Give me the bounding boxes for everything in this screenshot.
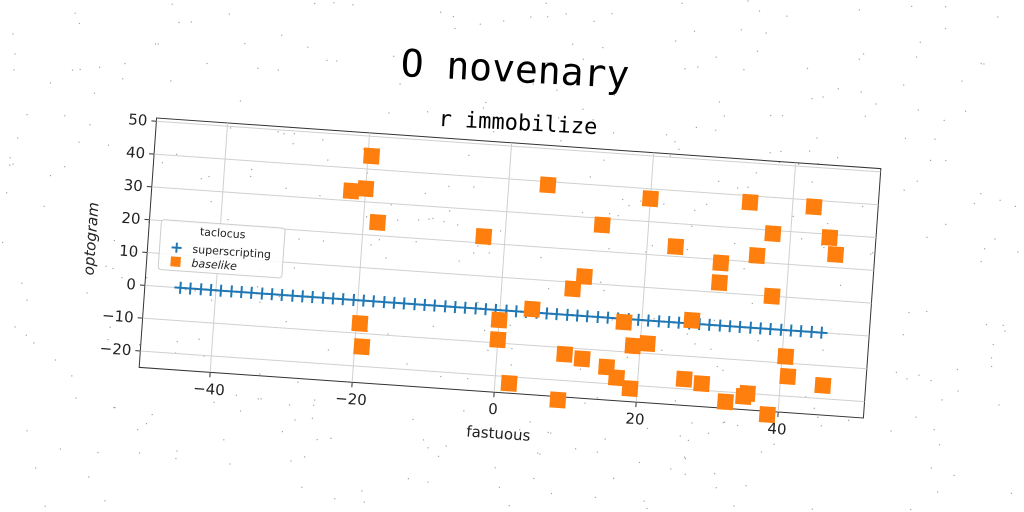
data-point-superscripting <box>245 286 258 299</box>
data-point-superscripting <box>184 282 197 295</box>
data-point-baselike <box>683 311 701 329</box>
data-point-superscripting <box>428 299 441 312</box>
data-point-baselike <box>490 311 508 329</box>
data-point-baselike <box>716 393 734 411</box>
data-point-baselike <box>564 280 582 298</box>
data-point-superscripting <box>336 293 350 306</box>
y-tick-label: −20 <box>99 339 132 359</box>
x-tick-label: 0 <box>488 400 499 419</box>
y-tick-label: 50 <box>128 110 148 129</box>
data-point-superscripting <box>275 288 288 301</box>
data-point-baselike <box>667 238 685 256</box>
data-point-baselike <box>675 370 693 388</box>
data-point-baselike <box>607 369 626 387</box>
data-point-baselike <box>549 391 567 409</box>
data-point-baselike <box>710 274 728 292</box>
data-point-baselike <box>523 300 541 318</box>
chart-title: O novenary <box>400 41 631 97</box>
data-point-baselike <box>805 198 823 216</box>
data-point-baselike <box>814 376 832 395</box>
y-axis-label: optogram <box>79 202 102 276</box>
data-point-superscripting <box>214 284 227 297</box>
data-point-baselike <box>489 331 507 349</box>
data-point-baselike <box>351 314 369 332</box>
data-point-superscripting <box>581 310 594 323</box>
data-point-baselike <box>353 338 371 356</box>
data-point-baselike <box>779 367 797 385</box>
data-point-superscripting <box>550 308 563 321</box>
data-point-baselike <box>539 176 557 194</box>
legend-label-superscripting: superscripting <box>192 243 271 261</box>
data-point-baselike <box>712 254 730 272</box>
data-point-baselike <box>777 347 795 366</box>
data-point-superscripting <box>398 297 411 310</box>
data-point-superscripting <box>703 318 716 331</box>
axes-frame <box>138 117 882 419</box>
data-point-baselike <box>621 379 639 398</box>
data-point-baselike <box>748 247 766 265</box>
legend-label-baselike: baselike <box>191 257 237 273</box>
data-point-superscripting <box>815 326 828 339</box>
grid-line-y <box>151 186 877 239</box>
legend: taclocus superscripting baselike <box>157 219 286 279</box>
y-tick-label: −10 <box>101 306 134 326</box>
grid-line-x <box>493 142 513 393</box>
data-point-baselike <box>624 337 642 355</box>
data-point-baselike <box>363 147 381 165</box>
x-axis-label: fastuous <box>466 422 531 444</box>
data-point-baselike <box>741 193 759 211</box>
y-axis-ticks: −20 −10 0 10 20 30 40 50 <box>99 110 157 359</box>
legend-marker-superscripting <box>171 242 182 253</box>
data-point-baselike <box>764 225 782 243</box>
legend-box <box>157 219 286 279</box>
y-tick-label: 30 <box>123 176 143 195</box>
x-tick-label: −20 <box>335 389 368 409</box>
data-point-baselike <box>641 190 659 208</box>
data-point-superscripting <box>672 316 685 329</box>
data-point-superscripting <box>306 290 319 304</box>
plot-area: −40 −20 0 20 40 −20 −10 0 10 20 30 40 50 fastuous o… <box>79 110 882 445</box>
data-point-baselike <box>593 216 611 234</box>
y-tick-label: 20 <box>121 209 141 228</box>
data-point-baselike <box>500 374 518 392</box>
data-point-baselike <box>556 345 574 363</box>
x-tick-label: 20 <box>625 409 645 428</box>
legend-marker-baselike <box>170 256 181 267</box>
data-point-baselike <box>758 406 776 424</box>
data-point-baselike <box>827 245 845 264</box>
data-point-baselike <box>342 182 360 200</box>
data-point-superscripting <box>733 320 746 333</box>
data-point-superscripting <box>642 314 655 327</box>
y-tick-label: 40 <box>125 143 145 162</box>
data-point-baselike <box>475 227 493 246</box>
grid-line-y <box>154 153 879 206</box>
data-point-superscripting <box>794 325 808 338</box>
data-point-baselike <box>693 375 711 393</box>
data-point-baselike <box>763 287 781 305</box>
x-axis-ticks: −40 −20 0 20 40 <box>193 372 787 439</box>
data-point-baselike <box>615 313 633 331</box>
data-point-superscripting <box>764 323 777 336</box>
chart-subtitle: r immobilize <box>438 107 598 140</box>
grid-line-y <box>156 120 881 173</box>
data-point-baselike <box>357 180 375 198</box>
x-tick-label: 40 <box>767 419 787 438</box>
data-point-baselike <box>573 350 591 368</box>
data-point-superscripting <box>367 295 380 308</box>
series-baselike <box>342 147 845 424</box>
data-point-baselike <box>821 229 839 247</box>
data-point-baselike <box>738 384 756 402</box>
grid-line-x <box>635 152 655 403</box>
data-point-baselike <box>638 335 656 353</box>
data-point-baselike <box>575 267 593 286</box>
data-point-baselike <box>369 213 387 232</box>
y-tick-label: 10 <box>119 242 139 261</box>
y-tick-label: 0 <box>126 275 137 294</box>
data-point-superscripting <box>459 301 472 314</box>
x-tick-label: −40 <box>193 379 226 399</box>
legend-title: taclocus <box>199 225 246 241</box>
